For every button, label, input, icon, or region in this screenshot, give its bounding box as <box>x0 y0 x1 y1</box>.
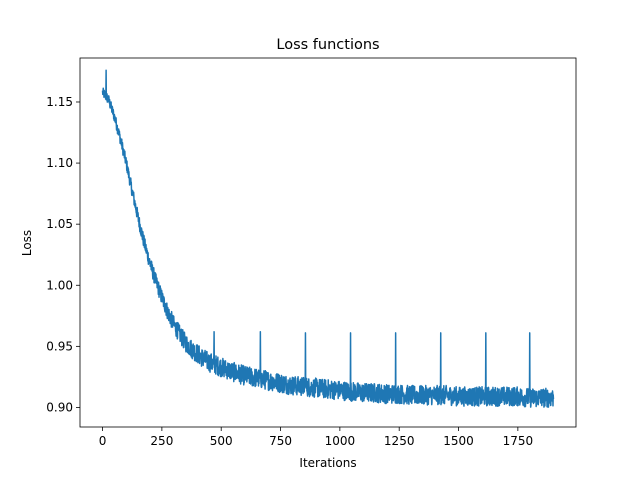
axes-frame <box>79 57 577 428</box>
x-tick-label: 1750 <box>503 434 534 448</box>
y-tick-label: 1.05 <box>46 217 73 231</box>
x-tick-label: 250 <box>150 434 173 448</box>
x-tick-label: 1500 <box>443 434 474 448</box>
y-tick-label: 0.90 <box>46 400 73 414</box>
loss-series-line <box>101 69 555 408</box>
x-tick-label: 0 <box>99 434 107 448</box>
y-tick-label: 1.10 <box>46 156 73 170</box>
y-tick-label: 1.00 <box>46 278 73 292</box>
x-tick-label: 1000 <box>325 434 356 448</box>
x-tick-label: 1250 <box>384 434 415 448</box>
y-axis-title: Loss <box>20 230 34 256</box>
series-layer <box>101 69 555 408</box>
x-axis-title: Iterations <box>299 456 356 470</box>
y-axis: 0.90 0.95 1.00 1.05 1.10 1.15 <box>46 95 80 414</box>
plot-area <box>80 58 576 427</box>
axes-background <box>80 58 576 427</box>
x-tick-label: 750 <box>269 434 292 448</box>
chart-title: Loss functions <box>276 37 379 53</box>
y-tick-label: 0.95 <box>46 339 73 353</box>
x-tick-label: 500 <box>210 434 233 448</box>
x-axis: 0 250 500 750 1000 1250 1500 1750 <box>99 427 533 448</box>
y-tick-label: 1.15 <box>46 95 73 109</box>
